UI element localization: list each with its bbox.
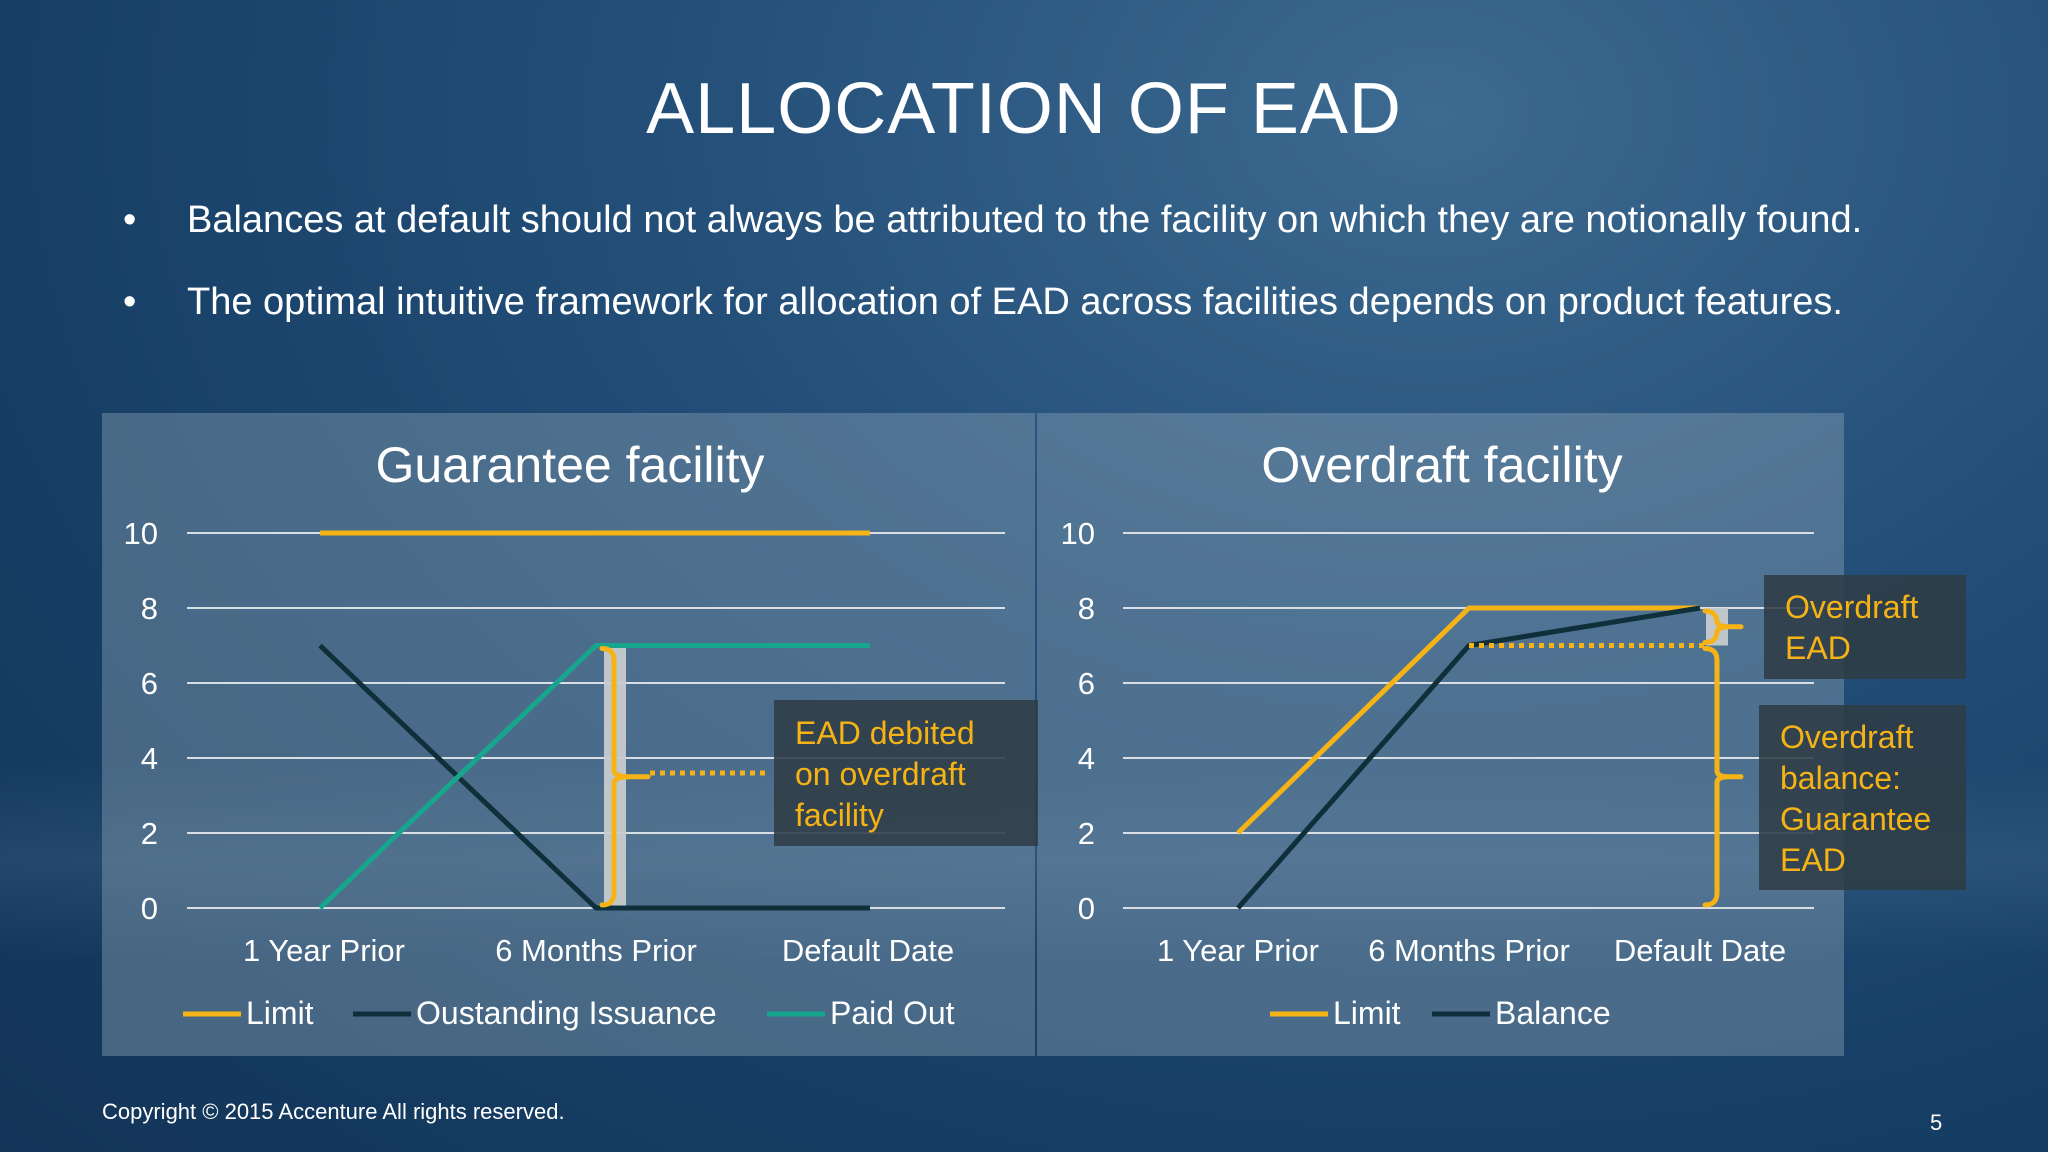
y-tick-label: 10 bbox=[124, 516, 158, 551]
bracket bbox=[1702, 608, 1744, 645]
callout-text: Guarantee bbox=[1780, 801, 1931, 837]
bracket bbox=[1702, 646, 1744, 908]
chart-title: Overdraft facility bbox=[1261, 437, 1622, 493]
bracket-shade bbox=[1706, 608, 1728, 646]
callout-text: EAD bbox=[1780, 842, 1846, 878]
bracket-shade bbox=[604, 645, 626, 908]
callout-text: EAD bbox=[1785, 630, 1851, 666]
legend-label: Oustanding Issuance bbox=[416, 995, 717, 1031]
callout-text: Overdraft bbox=[1785, 589, 1918, 625]
y-tick-label: 4 bbox=[1078, 741, 1095, 776]
y-tick-label: 4 bbox=[141, 741, 158, 776]
series-line-oustanding-issuance bbox=[318, 643, 870, 911]
y-tick-label: 10 bbox=[1061, 516, 1095, 551]
y-tick-label: 8 bbox=[141, 591, 158, 626]
y-tick-label: 8 bbox=[1078, 591, 1095, 626]
x-tick-label: Default Date bbox=[782, 933, 954, 968]
bullet-item: • Balances at default should not always … bbox=[120, 196, 1940, 244]
callout-box bbox=[774, 700, 1038, 846]
series-line-limit bbox=[1236, 605, 1700, 835]
x-tick-label: 1 Year Prior bbox=[243, 933, 405, 968]
callout-text: facility bbox=[795, 797, 884, 833]
page-number: 5 bbox=[1930, 1110, 1943, 1135]
callout-text: on overdraft bbox=[795, 756, 966, 792]
x-tick-label: 6 Months Prior bbox=[495, 933, 697, 968]
bullet-text: The optimal intuitive framework for allo… bbox=[187, 281, 1843, 323]
callout-text: EAD debited bbox=[795, 715, 975, 751]
bullet-item: • The optimal intuitive framework for al… bbox=[120, 278, 1940, 326]
x-tick-label: Default Date bbox=[1614, 933, 1786, 968]
y-tick-label: 6 bbox=[141, 666, 158, 701]
copyright-text: Copyright © 2015 Accenture All rights re… bbox=[102, 1099, 565, 1124]
callout-box bbox=[1764, 575, 1966, 679]
legend-label: Limit bbox=[1333, 995, 1401, 1031]
overdraft-chart-panel bbox=[1037, 413, 1844, 1056]
y-tick-label: 0 bbox=[1078, 891, 1095, 926]
page-title: ALLOCATION OF EAD bbox=[646, 69, 1402, 149]
bullet-text: Balances at default should not always be… bbox=[187, 199, 1863, 241]
bullet-dot: • bbox=[123, 199, 137, 241]
callout-text: balance: bbox=[1780, 760, 1901, 796]
y-tick-label: 0 bbox=[141, 891, 158, 926]
y-tick-label: 2 bbox=[141, 816, 158, 851]
bracket bbox=[599, 646, 651, 908]
legend-label: Paid Out bbox=[830, 995, 955, 1031]
callout-box bbox=[1759, 705, 1966, 890]
x-tick-label: 6 Months Prior bbox=[1368, 933, 1570, 968]
legend-label: Limit bbox=[246, 995, 314, 1031]
x-tick-label: 1 Year Prior bbox=[1157, 933, 1319, 968]
callout-text: Overdraft bbox=[1780, 719, 1913, 755]
y-tick-label: 2 bbox=[1078, 816, 1095, 851]
chart-title: Guarantee facility bbox=[375, 437, 764, 493]
series-line-paid-out bbox=[318, 643, 870, 910]
y-tick-label: 6 bbox=[1078, 666, 1095, 701]
bullet-list: • Balances at default should not always … bbox=[120, 196, 1940, 360]
bullet-dot: • bbox=[123, 281, 137, 323]
legend-label: Balance bbox=[1495, 995, 1611, 1031]
